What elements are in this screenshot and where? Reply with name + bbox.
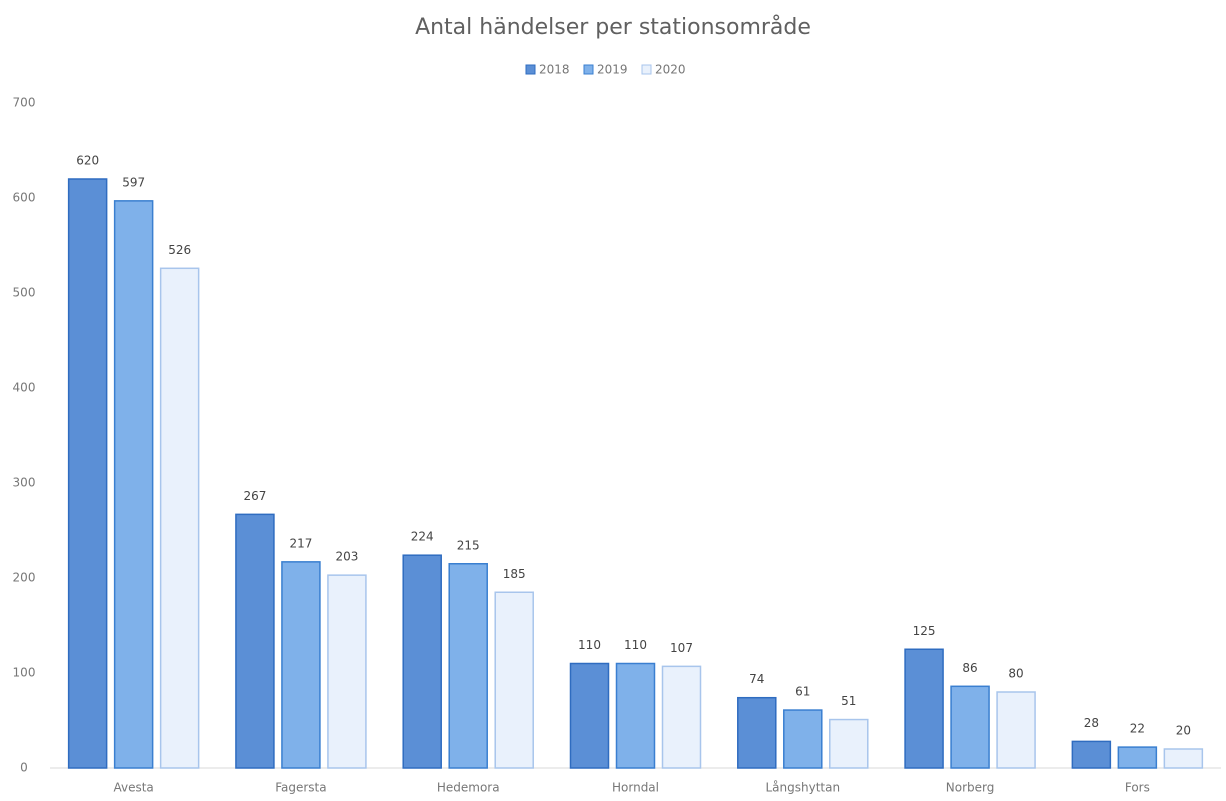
x-tick-label: Horndal [612, 781, 659, 795]
y-tick-label: 200 [13, 571, 36, 585]
legend-label: 2019 [597, 63, 628, 77]
legend-label: 2020 [655, 63, 686, 77]
bar [569, 662, 610, 769]
bar [615, 662, 656, 769]
value-label: 22 [1130, 722, 1145, 736]
value-label: 86 [962, 661, 977, 675]
y-tick-label: 100 [13, 666, 36, 680]
bar [159, 267, 200, 769]
bar [829, 718, 869, 769]
y-tick-label: 500 [13, 286, 36, 300]
value-label: 185 [503, 567, 526, 581]
bar [448, 563, 488, 769]
bar [327, 574, 367, 769]
chart-title: Antal händelser per stationsområde [415, 14, 811, 40]
x-tick-label: Långshyttan [765, 781, 840, 795]
bar [235, 513, 275, 769]
value-label: 125 [913, 624, 936, 638]
value-label: 215 [457, 538, 480, 552]
bar [783, 709, 823, 769]
legend-swatch [525, 64, 536, 75]
y-tick-label: 600 [13, 191, 36, 205]
x-tick-label: Hedemora [437, 781, 500, 795]
bar [1117, 746, 1158, 769]
value-label: 110 [578, 638, 601, 652]
y-tick-label: 700 [13, 96, 36, 110]
bar [996, 691, 1036, 769]
y-tick-label: 400 [13, 381, 36, 395]
bar [67, 178, 108, 769]
value-label: 217 [289, 536, 312, 550]
bar [281, 561, 321, 769]
bar [402, 554, 442, 769]
x-tick-label: Avesta [113, 781, 153, 795]
bar [904, 648, 944, 769]
y-tick-label: 300 [13, 476, 36, 490]
legend-swatch [583, 64, 594, 75]
value-label: 203 [335, 550, 358, 564]
x-tick-label: Norberg [946, 781, 995, 795]
value-label: 597 [122, 175, 145, 189]
bar [1071, 740, 1112, 769]
legend-label: 2018 [539, 63, 570, 77]
x-tick-label: Fors [1125, 781, 1150, 795]
value-label: 620 [76, 154, 99, 168]
value-label: 74 [749, 672, 764, 686]
value-label: 110 [624, 638, 647, 652]
value-label: 107 [670, 641, 693, 655]
value-label: 20 [1176, 724, 1191, 738]
bar [113, 200, 154, 769]
bar [950, 685, 990, 769]
x-tick-label: Fagersta [275, 781, 326, 795]
legend-swatch [641, 64, 652, 75]
value-label: 267 [243, 489, 266, 503]
value-label: 28 [1084, 716, 1099, 730]
y-tick-label: 0 [20, 761, 28, 775]
value-label: 526 [168, 243, 191, 257]
bar [737, 696, 777, 769]
value-label: 80 [1008, 667, 1023, 681]
value-label: 51 [841, 694, 856, 708]
value-label: 61 [795, 685, 810, 699]
bar [494, 591, 534, 769]
value-label: 224 [411, 530, 434, 544]
bar [661, 665, 702, 769]
bar [1163, 748, 1204, 769]
